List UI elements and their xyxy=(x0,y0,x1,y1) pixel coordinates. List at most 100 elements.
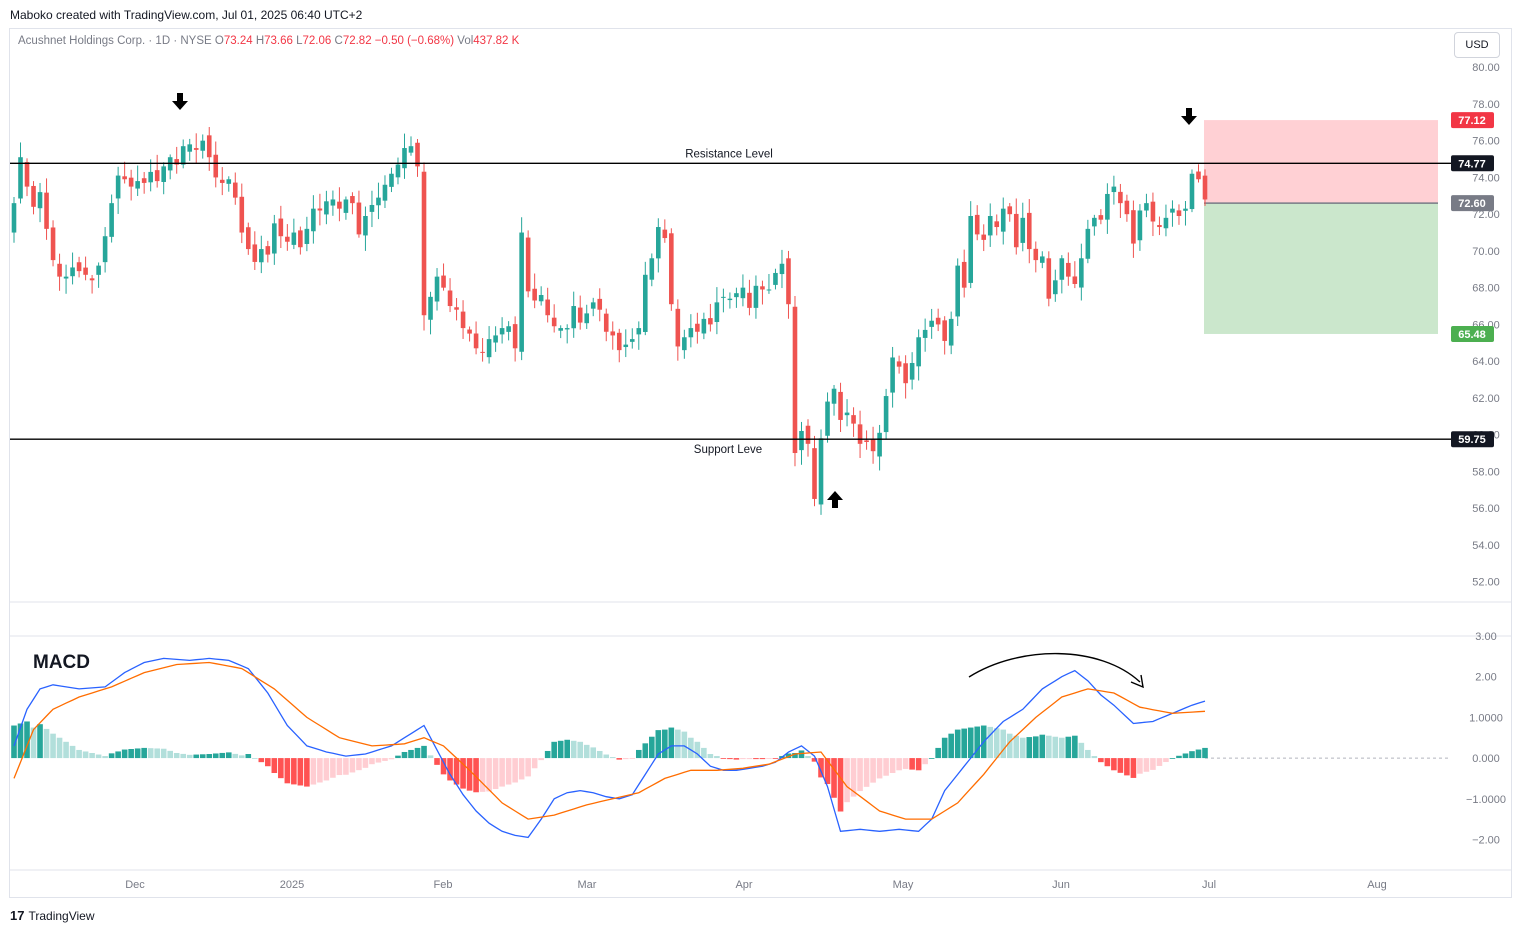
support-price-tag-text: 59.75 xyxy=(1458,434,1486,446)
candle-body xyxy=(857,424,863,444)
resistance-price-tag xyxy=(1451,155,1494,172)
macd-histogram-bar xyxy=(154,748,160,759)
support-price-tag xyxy=(1451,431,1494,448)
candle-body xyxy=(519,232,524,352)
macd-histogram-bar xyxy=(1098,758,1104,763)
price-axis-tick: 62.00 xyxy=(1472,393,1500,405)
macd-histogram-bar xyxy=(603,754,610,759)
currency-button[interactable]: USD xyxy=(1454,32,1500,58)
candle-body xyxy=(948,318,954,346)
time-axis-tick: Jul xyxy=(1202,879,1216,891)
macd-histogram-bar xyxy=(538,758,544,761)
macd-histogram-bar xyxy=(108,753,115,759)
macd-histogram-bar xyxy=(753,758,759,760)
macd-histogram-bar xyxy=(343,758,349,775)
candle-body xyxy=(285,236,290,242)
candle-body xyxy=(564,328,570,330)
candle-body xyxy=(382,184,388,201)
time-axis-tick: 2025 xyxy=(280,879,304,891)
candle-body xyxy=(122,176,127,180)
candle-body xyxy=(558,328,563,331)
macd-histogram-bar xyxy=(596,750,603,759)
candle-body xyxy=(1026,212,1032,250)
candle-body xyxy=(252,244,258,262)
candle-body xyxy=(402,148,407,169)
macd-histogram-bar xyxy=(375,758,382,763)
candle-body xyxy=(740,287,746,299)
macd-histogram-bar xyxy=(447,758,453,781)
macd-histogram-bar xyxy=(1091,756,1098,759)
candle-body xyxy=(1085,228,1091,259)
macd-histogram-bar xyxy=(876,758,883,779)
candle-body xyxy=(304,228,310,244)
macd-histogram-bar xyxy=(525,758,531,777)
candle-body xyxy=(1066,262,1071,277)
macd-histogram-bar xyxy=(1169,758,1176,759)
macd-histogram-bar xyxy=(720,758,727,759)
time-axis-tick: Mar xyxy=(578,879,597,891)
macd-histogram-bar xyxy=(577,741,584,759)
macd-histogram-bar xyxy=(1130,758,1137,778)
macd-histogram-bar xyxy=(382,758,388,761)
macd-histogram-bar xyxy=(798,750,805,759)
curved-arrow-head-icon xyxy=(1130,674,1144,689)
candle-body xyxy=(799,430,804,451)
macd-histogram-bar xyxy=(310,758,317,785)
candle-body xyxy=(760,286,765,290)
attribution: Maboko created with TradingView.com, Jul… xyxy=(10,8,363,22)
candle-body xyxy=(695,323,700,332)
candle-body xyxy=(786,258,791,305)
candle-body xyxy=(96,265,101,275)
candle-body xyxy=(623,344,629,348)
macd-histogram-bar xyxy=(95,754,102,759)
candle-body xyxy=(343,199,349,213)
change-value: −0.50 (−0.68%) xyxy=(374,35,455,47)
macd-histogram-bar xyxy=(583,744,590,759)
macd-histogram-bar xyxy=(883,758,889,776)
candle-body xyxy=(63,276,69,279)
candle-body xyxy=(408,146,414,153)
candle-body xyxy=(825,401,830,436)
candle-body xyxy=(180,146,186,165)
macd-histogram-bar xyxy=(440,758,447,775)
macd-histogram-bar xyxy=(291,758,297,785)
entry-price-tag xyxy=(1451,195,1494,212)
candle-body xyxy=(779,263,785,275)
candle-body xyxy=(109,203,114,237)
macd-histogram-bar xyxy=(531,758,538,769)
macd-histogram-bar xyxy=(82,751,89,759)
candle-body xyxy=(57,263,62,277)
macd-histogram-bar xyxy=(121,749,128,759)
candle-body xyxy=(213,154,219,178)
candle-body xyxy=(330,199,336,206)
macd-histogram-bar xyxy=(486,758,492,792)
macd-histogram-bar xyxy=(688,737,694,759)
candle-body xyxy=(1202,175,1208,200)
macd-histogram-bar xyxy=(1032,736,1039,759)
footer-brand[interactable]: 17 TradingView xyxy=(10,908,95,923)
stop-price-tag xyxy=(1451,112,1494,129)
macd-histogram-bar xyxy=(1163,758,1169,763)
macd-histogram-bar xyxy=(759,758,766,760)
macd-histogram-bar xyxy=(323,758,330,781)
candle-body xyxy=(128,177,134,187)
candle-body xyxy=(844,412,850,416)
target-price-tag xyxy=(1451,325,1494,342)
macd-histogram-bar xyxy=(609,757,616,759)
candle-body xyxy=(851,415,856,424)
close-label: C xyxy=(334,35,343,47)
candle-body xyxy=(525,237,531,292)
macd-histogram-bar xyxy=(304,758,310,787)
candle-body xyxy=(1118,191,1123,204)
macd-histogram-bar xyxy=(675,729,681,759)
candle-body xyxy=(486,339,492,358)
candle-body xyxy=(154,170,160,182)
candle-body xyxy=(317,208,323,211)
price-axis-tick: 74.00 xyxy=(1472,172,1500,184)
footer-brand-label: TradingView xyxy=(28,909,95,923)
macd-histogram-bar xyxy=(147,748,154,759)
candle-body xyxy=(994,221,1000,228)
macd-histogram-bar xyxy=(76,749,82,759)
candle-body xyxy=(506,326,511,332)
